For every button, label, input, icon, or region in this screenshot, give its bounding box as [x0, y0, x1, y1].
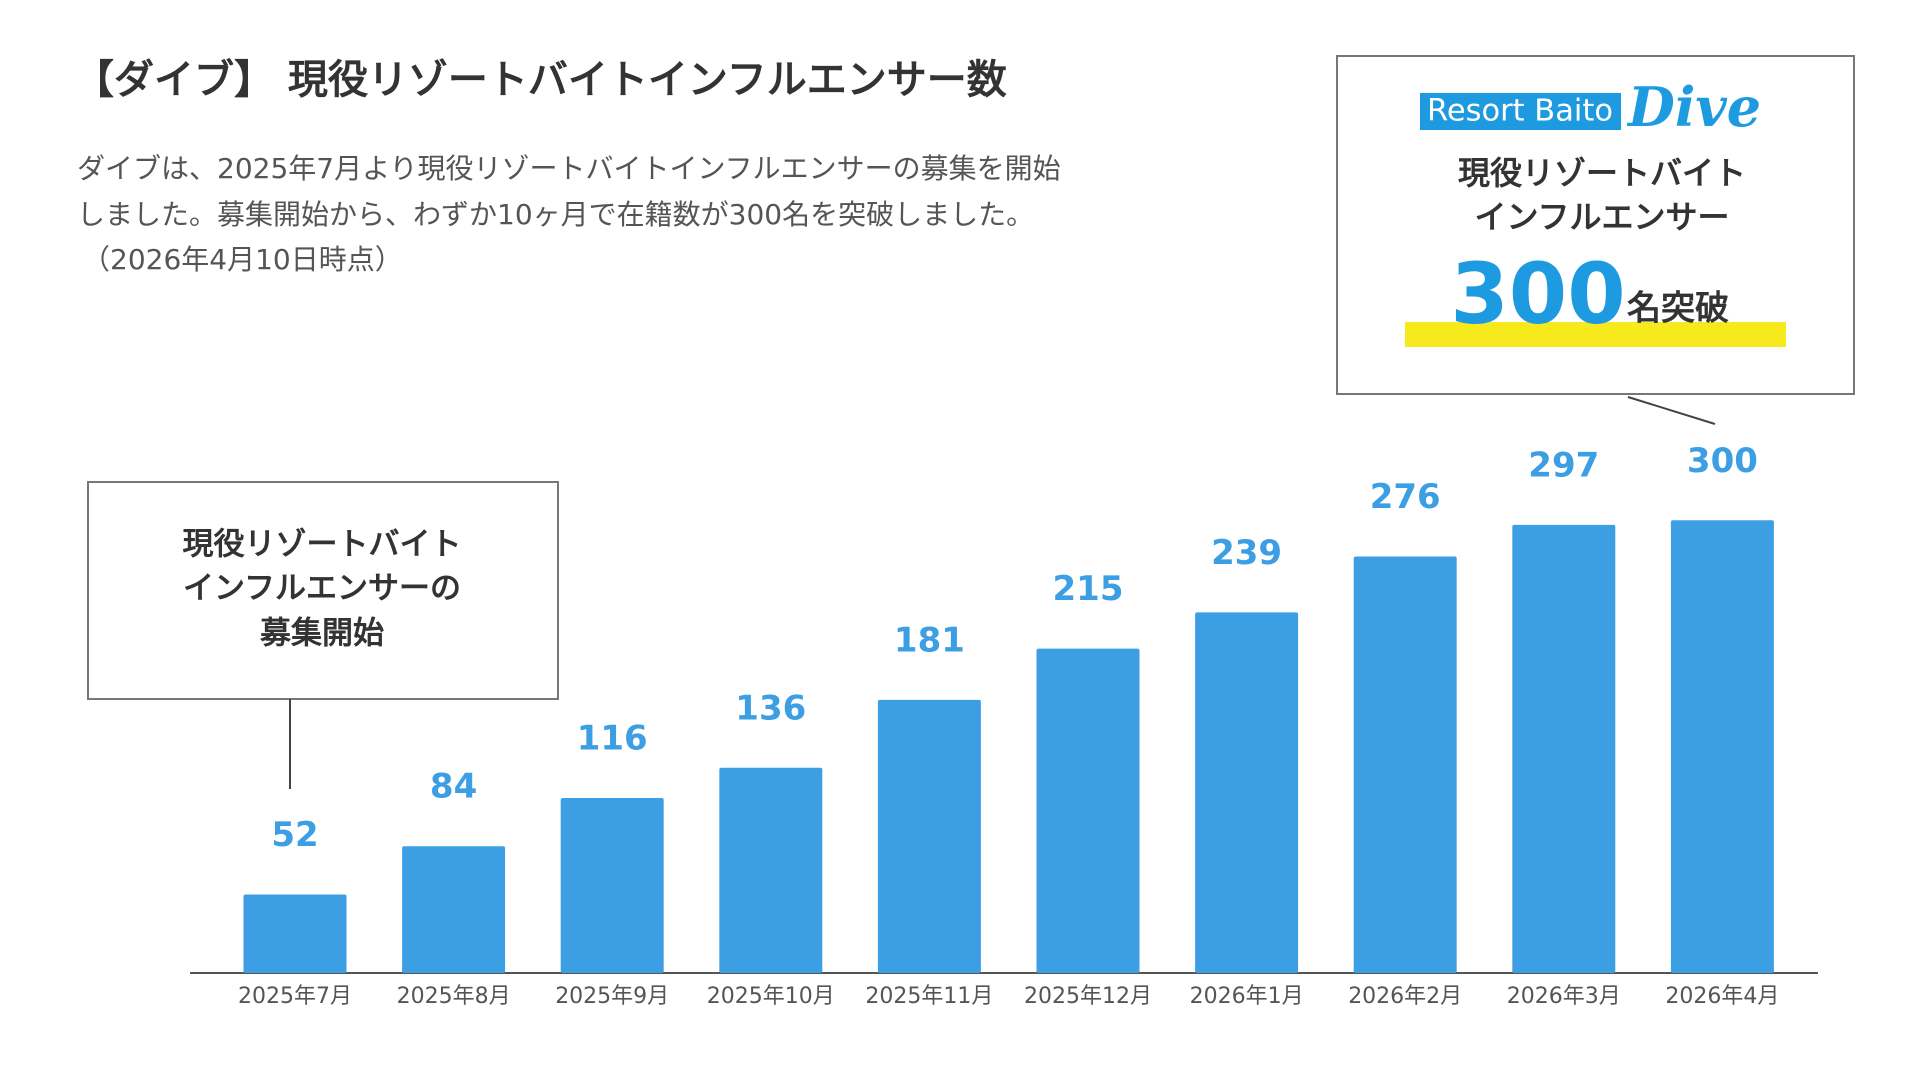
- description: しました。募集開始から、わずか10ヶ月で在籍数が300名を突破しました。: [77, 198, 1034, 231]
- value-label: 239: [1211, 533, 1282, 573]
- bar: [877, 699, 981, 973]
- logo-text: Resort Baito: [1427, 94, 1613, 129]
- chart-title: 【ダイブ】 現役リゾートバイトインフルエンサー数: [74, 57, 1007, 103]
- callout-line: 募集開始: [259, 616, 384, 652]
- connector: [1627, 396, 1716, 425]
- badge-suffix: 名突破: [1627, 289, 1729, 329]
- bar: [402, 846, 506, 973]
- x-tick-label: 2025年7月: [238, 984, 352, 1009]
- description: ダイブは、2025年7月より現役リゾートバイトインフルエンサーの募集を開始: [77, 152, 1061, 185]
- value-label: 136: [735, 688, 806, 728]
- callout-line: 現役リゾートバイト: [183, 527, 462, 563]
- badge-line: インフルエンサー: [1474, 198, 1729, 236]
- bar: [1353, 556, 1457, 973]
- x-tick-label: 2026年2月: [1348, 984, 1462, 1009]
- value-label: 276: [1370, 477, 1441, 517]
- x-tick-label: 2026年1月: [1190, 984, 1304, 1009]
- x-tick-label: 2025年10月: [707, 984, 835, 1009]
- value-label: 84: [430, 767, 477, 807]
- x-tick-label: 2025年11月: [865, 984, 993, 1009]
- value-label: 300: [1687, 441, 1758, 481]
- value-label: 297: [1528, 445, 1599, 485]
- logo-box: [1420, 93, 1621, 130]
- badge-number: 300: [1450, 245, 1625, 343]
- bar: [1670, 520, 1774, 973]
- bar: [560, 797, 664, 973]
- x-tick-label: 2025年12月: [1024, 984, 1152, 1009]
- x-tick-label: 2026年3月: [1507, 984, 1621, 1009]
- value-label: 215: [1053, 569, 1124, 609]
- x-tick-label: 2025年9月: [555, 984, 669, 1009]
- value-label: 116: [577, 718, 648, 758]
- bar: [243, 894, 347, 973]
- callout-box: [87, 481, 559, 700]
- bar: [1512, 524, 1616, 973]
- callout-line: インフルエンサーの: [183, 571, 461, 607]
- highlight: [1405, 322, 1786, 347]
- x-tick-label: 2025年8月: [397, 984, 511, 1009]
- logo-script: Dive: [1626, 75, 1761, 139]
- bar: [719, 767, 823, 973]
- bar: [1036, 648, 1140, 973]
- x-tick-label: 2026年4月: [1665, 984, 1779, 1009]
- description: （2026年4月10日時点）: [82, 243, 403, 276]
- badge-line: 現役リゾートバイト: [1458, 154, 1746, 192]
- value-label: 181: [894, 620, 965, 660]
- bar: [1195, 612, 1299, 973]
- value-label: 52: [271, 815, 318, 855]
